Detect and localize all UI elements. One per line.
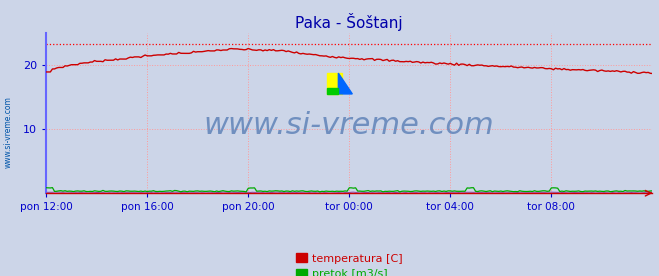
Polygon shape (338, 73, 353, 94)
Text: www.si-vreme.com: www.si-vreme.com (3, 97, 13, 168)
Bar (327, 73, 342, 94)
Bar (327, 87, 338, 94)
Title: Paka - Šoštanj: Paka - Šoštanj (295, 13, 403, 31)
Text: www.si-vreme.com: www.si-vreme.com (204, 112, 495, 140)
Legend: temperatura [C], pretok [m3/s]: temperatura [C], pretok [m3/s] (291, 249, 407, 276)
